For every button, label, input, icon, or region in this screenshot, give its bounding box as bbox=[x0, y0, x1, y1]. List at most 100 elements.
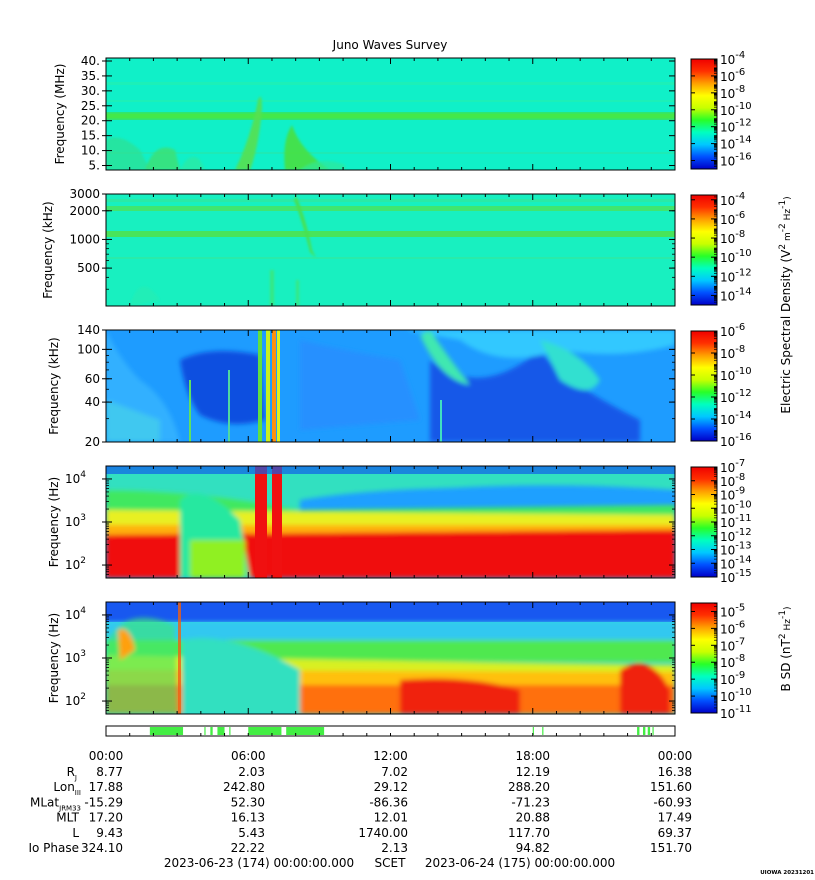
panel-4: 102 103 104 Frequency (Hz) bbox=[47, 465, 676, 579]
ephemeris-value: -86.36 bbox=[369, 795, 408, 809]
colorbar-4: 10-1510-1410-1310-1210-1110-1010-910-810… bbox=[690, 458, 752, 585]
panel-4-x-ticks bbox=[105, 466, 676, 578]
ephemeris-value: 12.01 bbox=[374, 811, 408, 825]
colorbar-tick-label: 10-7 bbox=[720, 458, 745, 475]
y-tick-label: 500 bbox=[77, 261, 100, 275]
y-tick-label: 5. bbox=[89, 159, 100, 173]
ephemeris-value: 12.19 bbox=[516, 765, 550, 779]
mask-interval bbox=[204, 727, 206, 735]
time-tick-label: 00:00 bbox=[658, 749, 693, 763]
ephemeris-row: MLatJRM33 -15.29 52.30 -86.36 -71.23 -60.93 bbox=[30, 795, 692, 812]
mask-interval bbox=[286, 727, 325, 735]
spectrogram-2 bbox=[106, 194, 675, 306]
colorbar-gradient bbox=[690, 602, 718, 714]
ephemeris-value: 16.13 bbox=[231, 811, 265, 825]
ephemeris-value: 17.20 bbox=[89, 811, 123, 825]
colorbar-tick-label: 10-16 bbox=[720, 432, 752, 449]
y-tick-label: 103 bbox=[65, 649, 86, 665]
ephemeris-value: 94.82 bbox=[516, 841, 550, 855]
colorbar-tick-label: 10-11 bbox=[720, 704, 752, 721]
y-tick-label: 60 bbox=[85, 372, 100, 386]
ephemeris-value: 20.88 bbox=[516, 811, 550, 825]
colorbar-label-electric: Electric Spectral Density (V2 m-2 Hz-1) bbox=[778, 196, 793, 413]
colorbar-3: 10-16 10-14 10-12 10-10 10-8 10-6 bbox=[690, 322, 752, 449]
panel-2-ylabel: Frequency (kHz) bbox=[41, 201, 55, 298]
colorbar-tick-label: 10-12 bbox=[720, 527, 752, 544]
mask-interval bbox=[542, 727, 544, 735]
ephemeris-value: 7.02 bbox=[381, 765, 408, 779]
ephemeris-label: LonIII bbox=[53, 780, 81, 797]
colorbar-tick-label: 10-9 bbox=[720, 670, 745, 687]
y-tick-label: 102 bbox=[65, 692, 86, 708]
colorbar-tick-label: 10-6 bbox=[720, 322, 745, 339]
panel-3: 20 40 60 100 140 Frequency (kHz) bbox=[47, 323, 676, 449]
ephemeris-value: 17.49 bbox=[658, 811, 692, 825]
ephemeris-value: -15.29 bbox=[84, 795, 123, 809]
mask-interval bbox=[149, 727, 184, 735]
colorbar-tick-label: 10-14 bbox=[720, 135, 752, 152]
colorbar-label-magnetic: B SD (nT2 Hz-1) bbox=[778, 607, 793, 692]
time-axis: 00:00 06:00 12:00 18:00 00:00 bbox=[89, 749, 693, 763]
y-tick-label: 104 bbox=[65, 470, 86, 486]
mask-interval bbox=[217, 727, 225, 735]
colorbar-tick-label: 10-12 bbox=[720, 118, 752, 135]
panel-2: 500 1000 2000 3000 Frequency (kHz) bbox=[41, 187, 676, 307]
spectrogram-1 bbox=[106, 58, 675, 170]
ephemeris-value: 5.43 bbox=[238, 826, 265, 840]
ephemeris-value: 288.20 bbox=[508, 780, 550, 794]
ephemeris-label: L bbox=[72, 826, 79, 840]
ephemeris-value: 52.30 bbox=[231, 795, 265, 809]
colorbar-gradient bbox=[690, 194, 718, 306]
colorbar-tick-label: 10-7 bbox=[720, 636, 745, 653]
mask-interval bbox=[248, 727, 282, 735]
colorbar-tick-label: 10-10 bbox=[720, 366, 752, 383]
mask-interval bbox=[652, 727, 654, 735]
ephemeris-row: RJ 8.77 2.03 7.02 12.19 16.38 bbox=[67, 765, 692, 782]
time-tick-label: 12:00 bbox=[373, 749, 408, 763]
colorbar-tick-label: 10-6 bbox=[720, 67, 745, 84]
colorbar-tick-label: 10-16 bbox=[720, 152, 752, 169]
panel-2-y-axis: 500 1000 2000 3000 bbox=[69, 187, 676, 307]
ephemeris-value: 8.77 bbox=[96, 765, 123, 779]
spectrogram-3 bbox=[106, 330, 675, 442]
colorbar-tick-label: 10-4 bbox=[720, 191, 745, 208]
ephemeris-label: Io Phase bbox=[28, 841, 79, 855]
colorbar-tick-label: 10-10 bbox=[720, 499, 752, 516]
colorbar-tick-label: 10-12 bbox=[720, 388, 752, 405]
y-tick-label: 103 bbox=[65, 513, 86, 529]
ephemeris-value: 1740.00 bbox=[358, 826, 408, 840]
colorbar-tick-label: 10-14 bbox=[720, 554, 752, 571]
panel-4-ylabel: Frequency (Hz) bbox=[47, 477, 61, 568]
spectrogram-5 bbox=[106, 602, 675, 714]
panel-1-x-ticks bbox=[105, 58, 676, 170]
footer-start-time: 2023-06-23 (174) 00:00:00.000 bbox=[164, 856, 354, 870]
y-tick-label: 100 bbox=[77, 342, 100, 356]
panel-3-ylabel: Frequency (kHz) bbox=[47, 337, 61, 434]
panel-4-y-axis: 102 103 104 bbox=[65, 465, 676, 579]
colorbar-tick-label: 10-8 bbox=[720, 84, 745, 101]
panel-1: 5.10.15.20.25.30.35.40. Frequency (MHz) bbox=[53, 54, 676, 173]
colorbar-tick-label: 10-13 bbox=[720, 541, 752, 558]
y-tick-label: 140 bbox=[77, 323, 100, 337]
panel-5-ylabel: Frequency (Hz) bbox=[47, 613, 61, 704]
panel-1-ylabel: Frequency (MHz) bbox=[53, 64, 67, 165]
watermark: UIOWA 20231201 bbox=[760, 870, 814, 876]
colorbar-tick-label: 10-9 bbox=[720, 486, 745, 503]
ephemeris-value: -71.23 bbox=[511, 795, 550, 809]
y-tick-label: 2000 bbox=[69, 204, 100, 218]
mask-interval bbox=[532, 727, 534, 735]
y-tick-label: 30. bbox=[81, 84, 100, 98]
colorbar-tick-label: 10-11 bbox=[720, 513, 752, 530]
ephemeris-row: LonIII 17.88 242.80 29.12 288.20 151.60 bbox=[53, 780, 692, 797]
mask-interval bbox=[210, 727, 213, 735]
ephemeris-value: 16.38 bbox=[658, 765, 692, 779]
colorbar-tick-label: 10-10 bbox=[720, 101, 752, 118]
mask-interval bbox=[642, 727, 646, 735]
ephemeris-value: 151.70 bbox=[650, 841, 692, 855]
y-tick-label: 20 bbox=[85, 435, 100, 449]
ephemeris-value: 9.43 bbox=[96, 826, 123, 840]
colorbar-tick-label: 10-8 bbox=[720, 653, 745, 670]
panel-5-y-axis: 102 103 104 bbox=[65, 601, 676, 715]
ephemeris-row: L 9.43 5.43 1740.00 117.70 69.37 bbox=[72, 826, 692, 840]
